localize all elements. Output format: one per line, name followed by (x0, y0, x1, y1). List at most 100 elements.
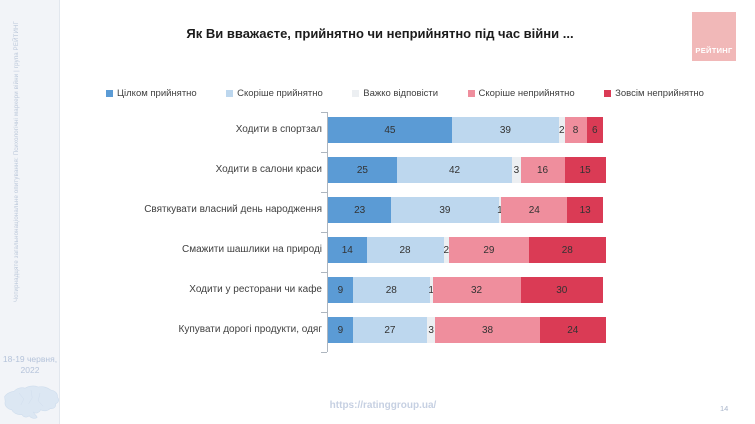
bar-value-label: 42 (448, 164, 461, 176)
bar-value-label: 24 (528, 204, 540, 216)
bar-value-label: 1 (428, 284, 434, 296)
legend-label: Важко відповісти (363, 88, 439, 99)
bar-segment: 16 (520, 157, 565, 183)
bar-value-label: 29 (483, 244, 495, 256)
bar-value-label: 2 (558, 124, 565, 136)
category-label: Ходити в салони краси (215, 164, 322, 175)
bar-segment: 3 (512, 157, 521, 183)
bar-segment: 15 (564, 157, 606, 183)
axis-tick (321, 152, 327, 153)
bar-value-label: 13 (579, 204, 591, 216)
bar-value-label: 45 (384, 124, 396, 136)
ukraine-map-watermark (1, 381, 61, 423)
bar-row: 45 39 2 8 6 (328, 117, 603, 143)
bar-value-label: 1 (497, 204, 503, 216)
chart-title: Як Ви вважаєте, прийнятно чи неприйнятно… (186, 26, 574, 41)
bar-value-label: 28 (385, 284, 397, 296)
bar-value-label: 28 (399, 244, 411, 256)
bar-value-label: 24 (567, 324, 579, 336)
bar-segment: 30 (520, 277, 603, 303)
legend-item: Цілком прийнятно (106, 88, 197, 99)
axis-tick (321, 232, 327, 233)
footer-url-link[interactable]: https://ratinggroup.ua/ (329, 400, 437, 411)
page-number: 14 (720, 404, 729, 413)
bar-segment: 28 (528, 237, 606, 263)
legend-item: Зовсім неприйнятно (604, 88, 704, 99)
category-label: Купувати дорогі продукти, одяг (178, 324, 323, 335)
bar-segment: 28 (366, 237, 444, 263)
category-label: Святкувати власний день народження (144, 204, 322, 215)
axis-tick (321, 272, 327, 273)
bar-value-label: 30 (556, 284, 568, 296)
bar-value-label: 23 (354, 204, 366, 216)
bar-segment: 28 (352, 277, 430, 303)
bar-segment: 24 (501, 197, 568, 223)
axis-tick (321, 192, 327, 193)
bar-segment: 38 (435, 317, 540, 343)
bar-segment: 39 (391, 197, 499, 223)
bar-value-label: 2 (443, 244, 450, 256)
bar-segment: 27 (352, 317, 427, 343)
rating-logo: РЕЙТИНГ (692, 12, 736, 61)
axis-tick (321, 352, 327, 353)
bar-segment: 25 (328, 157, 397, 183)
bar-segment: 2 (559, 117, 565, 143)
category-label: Смажити шашлики на природі (181, 244, 322, 255)
bar-segment: 13 (567, 197, 603, 223)
ukraine-map-icon (4, 385, 59, 419)
chart-legend: Цілком прийнятно Скоріше прийнятно Важко в… (106, 88, 704, 99)
bar-segment: 1 (428, 277, 434, 303)
axis-tick (321, 312, 327, 313)
bar-value-label: 3 (428, 324, 434, 336)
category-label: Ходити в спортзал (235, 124, 322, 135)
bar-segment: 14 (328, 237, 367, 263)
bar-value-label: 39 (439, 204, 451, 216)
bar-segment: 9 (328, 277, 353, 303)
bar-segment: 9 (328, 317, 353, 343)
bar-value-label: 8 (572, 124, 579, 136)
bar-row: 9 27 3 38 24 (328, 317, 606, 343)
axis-tick (321, 112, 327, 113)
bar-value-label: 9 (337, 324, 344, 336)
bar-value-label: 27 (384, 324, 396, 336)
legend-item: Скоріше прийнятно (226, 88, 323, 99)
legend-swatch-icon (604, 90, 612, 97)
legend-swatch-icon (106, 90, 113, 97)
bar-segment: 3 (427, 317, 436, 343)
bar-value-label: 16 (536, 164, 549, 176)
bar-value-label: 39 (499, 124, 511, 136)
bar-value-label: 3 (513, 164, 520, 176)
bar-row: 14 28 2 29 28 (328, 237, 606, 263)
legend-label: Зовсім неприйнятно (615, 88, 704, 99)
bar-segment: 1 (497, 197, 503, 223)
survey-date-line2: 2022 (20, 365, 40, 376)
legend-label: Цілком прийнятно (117, 88, 197, 99)
rating-logo-text: РЕЙТИНГ (695, 46, 733, 55)
legend-item: Важко відповісти (352, 88, 438, 99)
bar-segment: 29 (449, 237, 529, 263)
bar-segment: 2 (443, 237, 450, 263)
bar-value-label: 9 (337, 284, 344, 296)
bar-value-label: 38 (481, 324, 494, 336)
category-label: Ходити у ресторани чи кафе (189, 284, 322, 295)
bar-segment: 24 (539, 317, 606, 343)
bar-segment: 42 (396, 157, 513, 183)
bar-value-label: 15 (579, 164, 591, 176)
bar-segment: 8 (564, 117, 587, 143)
bar-segment: 39 (451, 117, 559, 143)
bar-value-label: 32 (470, 284, 483, 296)
bar-value-label: 28 (561, 244, 573, 256)
bar-value-label: 25 (356, 164, 368, 176)
sidebar-strip (0, 0, 60, 424)
bar-row: 9 28 1 32 30 (328, 277, 603, 303)
legend-swatch-icon (467, 90, 475, 97)
bar-row: 23 39 1 24 13 (328, 197, 603, 223)
bar-segment: 6 (586, 117, 603, 143)
legend-label: Скоріше неприйнятно (478, 88, 575, 99)
legend-swatch-icon (226, 90, 234, 97)
survey-date: 18-19 червня, 2022 (0, 354, 60, 376)
category-axis-line (327, 112, 328, 352)
bar-value-label: 6 (591, 124, 598, 136)
